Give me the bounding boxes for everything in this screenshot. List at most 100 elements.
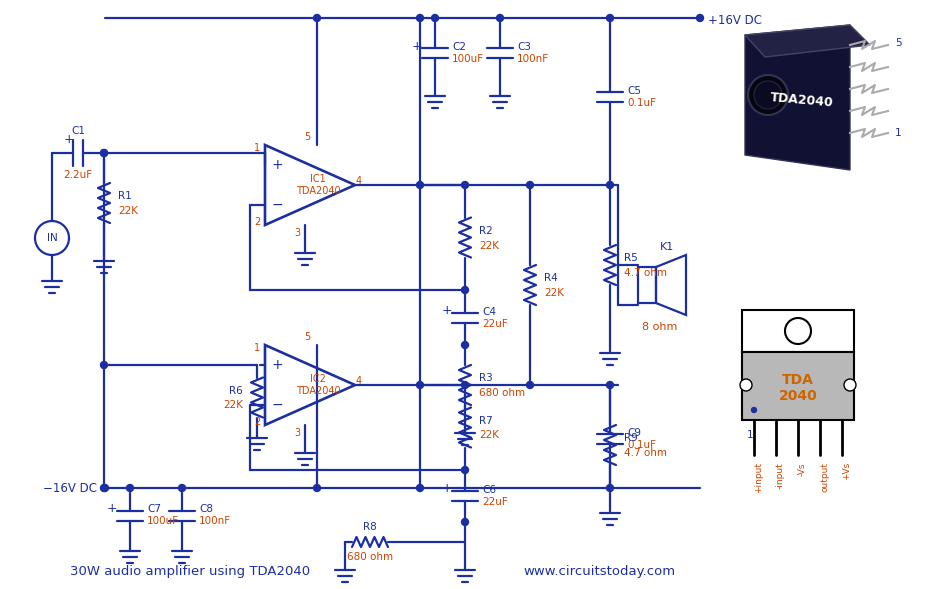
Circle shape xyxy=(496,15,504,22)
Text: 2: 2 xyxy=(254,417,260,427)
Text: 2: 2 xyxy=(254,217,260,227)
Text: 2.2uF: 2.2uF xyxy=(64,170,93,180)
Text: −16V DC: −16V DC xyxy=(43,481,97,495)
Text: 100nF: 100nF xyxy=(517,54,549,64)
Text: 8 ohm: 8 ohm xyxy=(642,322,678,332)
Circle shape xyxy=(461,342,469,349)
Text: 22K: 22K xyxy=(223,401,243,411)
Text: R2: R2 xyxy=(479,226,492,236)
Circle shape xyxy=(431,15,438,22)
Circle shape xyxy=(607,382,613,389)
Text: 4: 4 xyxy=(356,176,362,186)
Polygon shape xyxy=(745,25,870,57)
Circle shape xyxy=(754,81,782,109)
Text: 1: 1 xyxy=(254,343,260,353)
Text: 22K: 22K xyxy=(544,288,564,298)
Text: 3: 3 xyxy=(294,428,300,438)
Text: -Vs: -Vs xyxy=(798,462,807,475)
Text: TDA2040: TDA2040 xyxy=(769,91,834,109)
Text: IC2
TDA2040: IC2 TDA2040 xyxy=(296,374,341,396)
Circle shape xyxy=(607,15,613,22)
Text: R8: R8 xyxy=(363,522,377,532)
Text: 22K: 22K xyxy=(479,431,499,441)
Text: 1: 1 xyxy=(254,143,260,153)
Text: R1: R1 xyxy=(118,191,132,201)
Text: 1: 1 xyxy=(747,430,753,440)
Text: R7: R7 xyxy=(479,415,492,425)
Text: +: + xyxy=(64,133,74,145)
Circle shape xyxy=(314,15,320,22)
Text: 0.1uF: 0.1uF xyxy=(627,440,656,450)
Text: 22uF: 22uF xyxy=(482,497,507,507)
Text: C8: C8 xyxy=(199,505,213,515)
Text: C5: C5 xyxy=(627,85,641,95)
Text: 4.7 ohm: 4.7 ohm xyxy=(624,268,667,278)
Text: −: − xyxy=(271,398,283,412)
Circle shape xyxy=(740,379,752,391)
Circle shape xyxy=(461,382,469,389)
Circle shape xyxy=(126,485,134,491)
Text: +input: +input xyxy=(754,462,763,493)
Text: IC1
TDA2040: IC1 TDA2040 xyxy=(296,174,341,196)
Circle shape xyxy=(607,485,613,491)
Text: C4: C4 xyxy=(482,306,496,316)
Text: 4.7 ohm: 4.7 ohm xyxy=(624,448,667,458)
Text: C2: C2 xyxy=(452,42,466,52)
Text: 5: 5 xyxy=(895,38,901,48)
Text: C1: C1 xyxy=(71,126,85,136)
Text: 0.1uF: 0.1uF xyxy=(627,98,656,108)
Circle shape xyxy=(314,485,320,491)
Text: output: output xyxy=(820,462,829,492)
Text: +Vs: +Vs xyxy=(842,462,851,480)
Text: R9: R9 xyxy=(624,433,637,443)
Circle shape xyxy=(844,379,856,391)
Circle shape xyxy=(527,382,534,389)
Text: TDA
2040: TDA 2040 xyxy=(779,373,817,403)
Circle shape xyxy=(461,518,469,525)
Circle shape xyxy=(100,150,108,157)
Circle shape xyxy=(417,382,423,389)
Circle shape xyxy=(461,466,469,474)
Text: R4: R4 xyxy=(544,273,558,283)
Text: K1: K1 xyxy=(660,242,674,252)
Circle shape xyxy=(752,408,756,412)
Circle shape xyxy=(461,286,469,293)
Text: 3: 3 xyxy=(294,228,300,238)
Circle shape xyxy=(417,485,423,491)
Circle shape xyxy=(179,485,185,491)
Text: 5: 5 xyxy=(304,132,310,142)
Circle shape xyxy=(101,485,109,491)
Circle shape xyxy=(696,15,704,22)
Text: R3: R3 xyxy=(479,373,492,383)
Circle shape xyxy=(100,485,108,491)
Bar xyxy=(638,267,656,303)
Text: 100nF: 100nF xyxy=(199,517,231,527)
Text: 680 ohm: 680 ohm xyxy=(479,388,525,398)
Text: 1: 1 xyxy=(895,128,901,138)
Circle shape xyxy=(527,181,534,188)
Bar xyxy=(742,352,854,420)
Text: www.circuitstoday.com: www.circuitstoday.com xyxy=(524,565,676,578)
Text: C6: C6 xyxy=(482,485,496,495)
Circle shape xyxy=(100,150,108,157)
Circle shape xyxy=(607,181,613,188)
Text: +: + xyxy=(412,39,422,52)
Text: C9: C9 xyxy=(627,428,641,438)
Text: 680 ohm: 680 ohm xyxy=(347,552,393,562)
Text: +: + xyxy=(271,358,283,372)
Text: IN: IN xyxy=(47,233,57,243)
Text: +: + xyxy=(442,482,452,495)
Text: +16V DC: +16V DC xyxy=(708,14,762,27)
Text: +: + xyxy=(107,502,117,515)
Text: 100uF: 100uF xyxy=(452,54,484,64)
Text: 4: 4 xyxy=(356,376,362,386)
Circle shape xyxy=(748,75,788,115)
Text: 100uF: 100uF xyxy=(147,517,179,527)
Text: R6: R6 xyxy=(229,385,243,395)
Text: +: + xyxy=(442,304,452,317)
Text: 5: 5 xyxy=(304,332,310,342)
Text: 30W audio amplifier using TDA2040: 30W audio amplifier using TDA2040 xyxy=(70,565,310,578)
Circle shape xyxy=(417,181,423,188)
Circle shape xyxy=(417,15,423,22)
Text: +: + xyxy=(271,158,283,172)
